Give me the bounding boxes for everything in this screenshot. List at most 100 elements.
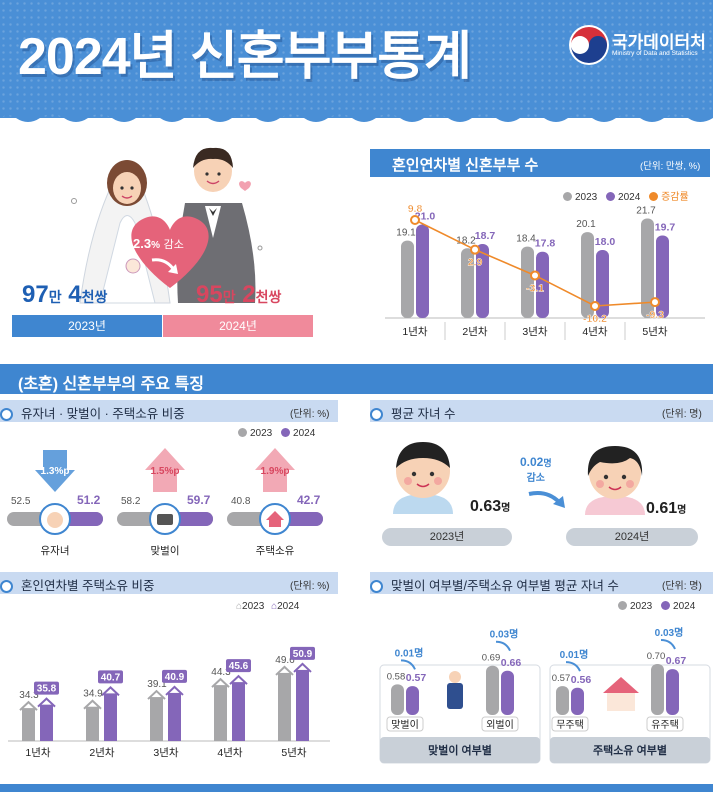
boy-child-icon [393,442,453,514]
house-bar-2023 [214,685,227,741]
house-label-2024-bg [290,646,315,660]
worker-icon [449,671,461,683]
children-2023-num: 0.63 [470,498,502,515]
house-label-2023: 49.6 [275,655,295,666]
feature-value-2024: 51.2 [77,493,101,507]
chart-years-rate-point [590,301,600,311]
children-2023-unit: 명 [501,503,511,514]
chart-years-label-2023: 21.7 [636,206,656,217]
girl-child-icon [585,446,645,515]
page-title: 2024년 신혼부부통계 [18,28,472,86]
feature-up-arrow-icon [255,448,295,492]
house-chart-plot: 34.335.8 1년차 34.9 40.7 2년차 39.140.9 3년차 44.345.… [8,646,330,759]
decrease-arrow-icon [151,258,178,274]
chart-years-bar-2023 [641,218,654,318]
house-label-2023: 39.1 [147,679,167,690]
feature-change-label: 1.9%p [261,466,290,477]
house-bar-2024 [232,682,245,741]
house-label-2023: 44.3 [211,667,231,678]
chart-years-bar-2024 [416,224,429,318]
legend-2024-swatch [606,192,616,201]
house-bar-2023 [22,708,35,741]
house-illustration-icon [603,677,639,693]
kids-label-2023: 0.69 [482,653,501,664]
briefcase-icon [157,514,173,525]
decrease-value: 2.3 [133,236,152,251]
couples-2024-num1: 95 [196,281,223,308]
decrease-percent: % [151,240,160,251]
children-arrow-icon [528,491,565,508]
features-plot: 1.3%p 52.5 51.2 유자녀 1.5%p 58.2 59.7 맞벌이 1.9%p 40.… [7,448,323,557]
children-2023-label: 2023년 [382,528,512,546]
house-bar-2024 [104,693,117,741]
chart-years-title: 혼인연차별 신혼부부 수 [392,157,539,174]
kids-bar-2023 [651,664,664,715]
kids-bar-2023 [391,684,404,715]
chart-years-bar-2024 [536,251,549,318]
kids-bar-2024 [406,686,419,715]
children-dot-icon [370,408,383,422]
worker-body-icon [447,683,463,709]
chart-years-category: 3년차 [522,326,547,338]
features-legend-2024-swatch [281,428,291,437]
kids-group-name: 주택소유 여부별 [593,743,667,757]
house-label-2024: 35.8 [37,684,57,695]
house-label-2024: 40.7 [101,672,121,683]
chart-years-rate-label: -3.1 [526,282,544,294]
house-category: 5년차 [281,747,306,759]
kids-label-2023: 0.70 [647,651,666,662]
kids-group-footer [550,737,710,763]
kids-category-box [551,716,589,732]
couples-2024-unit1: 만 [222,289,236,305]
features-legend-2024: 2024 [293,428,316,439]
couples-2023-value: 97만 4천쌍 [22,281,107,309]
logo-subtitle: Ministry of Data and Statistics [612,50,698,57]
house-roof-2024-icon [165,685,184,696]
kids-category: 유주택 [651,719,679,731]
decrease-badge: 2.3% 감소 [133,236,184,252]
house-roof-2023-icon [147,689,166,700]
kids-category: 맞벌이 [391,719,419,731]
house-label-2024-bg [226,659,251,673]
house-label-2023: 34.3 [19,690,39,701]
children-change-num: 0.02 [520,455,544,469]
label-2023-ribbon: 2023년 [12,315,162,337]
chart-years-bar-2024 [476,244,489,318]
kids-change-label: 0.03명 [490,628,519,641]
chart-years-unit: (단위: 만쌍, %) [640,161,701,172]
children-2024-num: 0.61 [646,500,678,517]
couples-2024-unit2: 천쌍 [255,289,282,305]
couples-2024-value: 95만 2천쌍 [196,281,281,309]
chart-years-rate-label: -9.3 [646,309,664,321]
kids-group-footer [380,737,540,763]
chart-years-label-2024: 18.0 [595,236,616,248]
kids-label-2023: 0.57 [552,673,571,684]
house-roof-2024-icon [101,686,120,697]
kids-change-arrow-icon [660,639,676,650]
couples-2024-num2: 2 [242,281,256,308]
house-roof-2023-icon [211,677,230,688]
house-legend-2024: 2024 [277,601,300,612]
house-roof-2024-icon [229,674,248,685]
kids-change-arrow-icon [400,659,416,670]
couples-2023-num2: 4 [68,281,82,308]
chart-years-label-2023: 18.4 [516,234,536,245]
kids-dot-icon [370,580,383,594]
features-legend-2023: 2023 [250,428,273,439]
children-title: 평균 자녀 수 [391,407,456,421]
features-chart: 1.3%p 52.5 51.2 유자녀 1.5%p 58.2 59.7 맞벌이 1.9%p 40.… [0,440,338,570]
chart-years-rate-point [410,215,420,225]
feature-value-2023: 40.8 [231,496,251,507]
kids-bar-2024 [666,669,679,715]
kids-change-label: 0.03명 [655,626,684,639]
house-category: 2년차 [89,747,114,759]
kids-title: 맞벌이 여부별/주택소유 여부별 평균 자녀 수 [391,579,619,593]
logo-name: 국가데이터처 [612,33,706,52]
children-change-unit: 명 [543,458,552,468]
couples-2023-unit2: 천쌍 [81,289,108,305]
features-legend-2023-swatch [238,428,247,437]
chart-years-rate-label: -10.2 [583,313,607,325]
kids-label-2024: 0.56 [571,674,592,686]
